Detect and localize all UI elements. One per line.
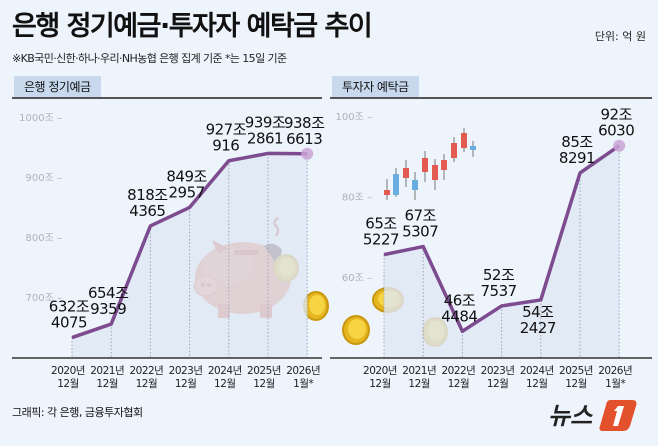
x-tick-label: 2026년 bbox=[286, 365, 320, 377]
y-tick-label: 60조 – bbox=[342, 273, 372, 284]
y-tick-label: 800조 – bbox=[26, 233, 62, 244]
data-label: 4484 bbox=[441, 307, 477, 325]
x-tick-label: 2025년 bbox=[247, 365, 281, 377]
data-label: 5227 bbox=[363, 231, 399, 249]
y-tick-label: 1000조 – bbox=[19, 113, 62, 124]
x-tick-label: 1월* bbox=[605, 378, 625, 390]
chart-title-investor: 투자자 예탁금 bbox=[332, 76, 419, 98]
x-tick-label: 2025년 bbox=[559, 365, 593, 377]
x-tick-label: 12월 bbox=[526, 378, 548, 390]
data-label: 2427 bbox=[520, 319, 556, 337]
x-tick-label: 12월 bbox=[214, 378, 236, 390]
candle-body bbox=[403, 168, 409, 178]
divider bbox=[330, 97, 652, 99]
data-label: 916 bbox=[212, 137, 239, 155]
data-label: 654조 bbox=[88, 284, 129, 302]
x-tick-label: 12월 bbox=[96, 378, 118, 390]
data-label: 6030 bbox=[598, 122, 634, 140]
x-tick-label: 12월 bbox=[369, 378, 391, 390]
data-label: 4365 bbox=[129, 202, 165, 220]
x-tick-label: 2020년 bbox=[51, 365, 85, 377]
data-label: 4075 bbox=[51, 314, 87, 332]
candle-body bbox=[441, 160, 447, 170]
data-label: 939조 bbox=[245, 113, 286, 131]
candle-body bbox=[384, 190, 390, 195]
y-tick-label: 80조 – bbox=[342, 192, 372, 203]
page-title: 은행 정기예금·투자자 예탁금 추이 bbox=[12, 11, 373, 42]
data-label: 54조 bbox=[522, 303, 554, 321]
candlestick-icon bbox=[384, 128, 476, 200]
unit-label: 단위: 억 원 bbox=[594, 30, 646, 43]
coin-face bbox=[309, 295, 325, 315]
data-label: 2861 bbox=[247, 129, 283, 147]
divider bbox=[12, 97, 322, 99]
data-label: 67조 bbox=[405, 207, 437, 225]
x-tick-label: 2024년 bbox=[520, 365, 554, 377]
last-point-marker bbox=[613, 139, 626, 152]
x-tick-label: 1월* bbox=[293, 378, 313, 390]
x-tick-label: 12월 bbox=[253, 378, 275, 390]
data-label: 85조 bbox=[561, 133, 593, 151]
data-label: 632조 bbox=[49, 298, 90, 316]
x-tick-label: 2021년 bbox=[90, 365, 124, 377]
data-label: 46조 bbox=[444, 291, 476, 309]
candle-body bbox=[432, 165, 438, 180]
series-line bbox=[71, 151, 308, 340]
data-label: 5307 bbox=[402, 223, 438, 241]
data-label: 9359 bbox=[90, 300, 126, 318]
data-label: 7537 bbox=[481, 282, 517, 300]
x-tick-label: 12월 bbox=[565, 378, 587, 390]
candle-body bbox=[412, 180, 418, 190]
candle-body bbox=[451, 143, 457, 158]
series-line bbox=[383, 144, 621, 334]
last-point-marker bbox=[301, 147, 314, 160]
x-tick-label: 2024년 bbox=[208, 365, 242, 377]
x-tick-label: 2023년 bbox=[169, 365, 203, 377]
data-label: 52조 bbox=[483, 266, 515, 284]
x-tick-label: 2026년 bbox=[598, 365, 632, 377]
data-label: 849조 bbox=[166, 167, 207, 185]
x-tick-label: 2021년 bbox=[402, 365, 436, 377]
coin-face bbox=[348, 319, 366, 339]
y-tick-label: 900조 – bbox=[26, 173, 62, 184]
y-tick-label: 100조 – bbox=[336, 112, 372, 123]
data-label: 927조 bbox=[206, 121, 247, 139]
data-label: 65조 bbox=[365, 215, 397, 233]
x-tick-label: 12월 bbox=[448, 378, 470, 390]
data-label: 6613 bbox=[286, 130, 322, 148]
svg-text:뉴스: 뉴스 bbox=[548, 402, 593, 430]
candle-body bbox=[461, 133, 467, 148]
chart-title-deposits: 은행 정기예금 bbox=[14, 76, 101, 98]
candle-body bbox=[393, 174, 399, 195]
x-tick-label: 12월 bbox=[136, 378, 158, 390]
data-label: 938조 bbox=[284, 114, 325, 132]
x-tick-label: 12월 bbox=[175, 378, 197, 390]
x-tick-label: 12월 bbox=[408, 378, 430, 390]
x-tick-label: 12월 bbox=[57, 378, 79, 390]
x-tick-label: 2022년 bbox=[129, 365, 163, 377]
x-tick-label: 12월 bbox=[487, 378, 509, 390]
candle-body bbox=[422, 158, 428, 172]
data-label: 92조 bbox=[601, 106, 633, 124]
data-label: 8291 bbox=[559, 149, 595, 167]
news1-logo: 뉴스 bbox=[548, 400, 637, 431]
x-tick-label: 2022년 bbox=[441, 365, 475, 377]
data-label: 2957 bbox=[169, 183, 205, 201]
x-tick-label: 2020년 bbox=[363, 365, 397, 377]
area-fill bbox=[384, 145, 620, 358]
area-fill bbox=[72, 153, 308, 358]
y-tick-label: 700조 – bbox=[26, 293, 62, 304]
candle-body bbox=[470, 146, 476, 150]
x-tick-label: 2023년 bbox=[481, 365, 515, 377]
source-credit: 그래픽: 각 은행, 금융투자협회 bbox=[12, 406, 143, 419]
data-label: 818조 bbox=[127, 186, 168, 204]
note: ※KB국민·신한·하나·우리·NH농협 은행 집계 기준 *는 15일 기준 bbox=[12, 52, 287, 65]
